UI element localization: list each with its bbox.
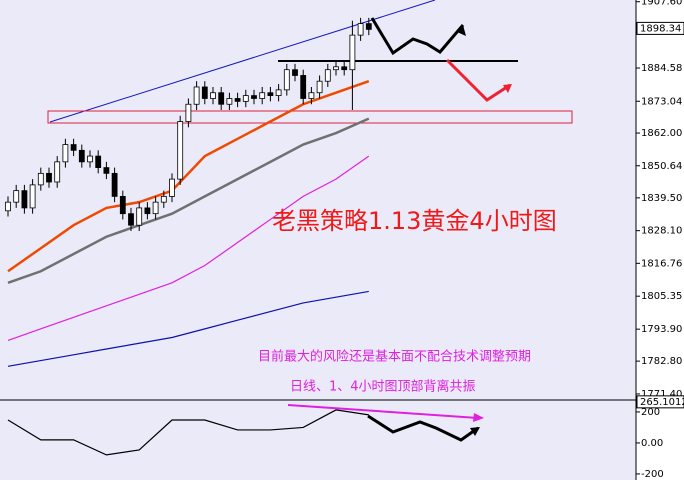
candle-body xyxy=(87,155,93,163)
candle-body xyxy=(234,98,241,102)
y-tick-label: 0.00 xyxy=(641,438,663,449)
candle-body xyxy=(292,69,298,76)
arrow-head xyxy=(470,427,480,436)
y-tick-label: 1793.90 xyxy=(641,324,682,335)
scenario-arrow xyxy=(445,58,511,102)
candle-body xyxy=(70,144,77,151)
candle-body xyxy=(341,66,348,71)
scenario-arrow xyxy=(370,17,465,56)
candle-body xyxy=(267,92,274,97)
candle-body xyxy=(152,201,159,215)
candle-body xyxy=(242,95,249,102)
candle-body xyxy=(119,196,126,215)
y-tick-label: 1782.80 xyxy=(641,356,682,367)
arrow-head xyxy=(457,25,466,36)
candle-body xyxy=(160,196,167,203)
candle-body xyxy=(193,86,200,105)
candle-body xyxy=(21,190,28,209)
candle-body xyxy=(324,69,331,82)
candle-body xyxy=(95,155,102,169)
series-layer xyxy=(5,17,372,456)
y-tick-label: 1805.35 xyxy=(641,291,682,302)
candle-body xyxy=(251,95,257,99)
candle-body xyxy=(283,69,290,91)
line xyxy=(7,409,369,456)
candle-body xyxy=(144,207,151,215)
candle-body xyxy=(128,213,134,226)
annotation: 日线、1、4小时图顶部背离共振 xyxy=(290,379,476,395)
candle-body xyxy=(111,172,118,197)
y-tick-label: -200 xyxy=(641,469,664,480)
candle-body xyxy=(210,92,216,99)
y-tick-label: 1816.76 xyxy=(641,258,682,269)
candle-body xyxy=(185,103,192,122)
candle-body xyxy=(62,144,69,163)
line xyxy=(7,117,370,284)
scenario-arrow xyxy=(367,414,479,442)
candle-body xyxy=(365,23,372,30)
y-tick-label: 1884.58 xyxy=(641,63,682,74)
candle-body xyxy=(300,75,307,99)
candle-body xyxy=(275,89,282,97)
candle-body xyxy=(5,201,11,212)
candle-body xyxy=(316,80,323,94)
divergence-arrow xyxy=(287,404,479,419)
candle-body xyxy=(308,92,315,99)
candle-body xyxy=(37,172,44,186)
arrow-head xyxy=(503,84,512,93)
line xyxy=(7,290,369,367)
candle-body xyxy=(13,190,20,203)
line xyxy=(7,80,370,273)
y-tick-label: 1828.10 xyxy=(641,226,682,237)
candle-body xyxy=(177,121,184,180)
current-label: 265.1012 xyxy=(640,397,684,408)
candle-body xyxy=(218,92,225,105)
candle-body xyxy=(54,161,61,183)
y-tick-label: 1907.60 xyxy=(641,0,682,8)
arrow-head xyxy=(473,413,484,422)
candle-body xyxy=(136,207,143,226)
current-box xyxy=(636,21,684,35)
candle-body xyxy=(169,178,175,197)
y-tick-label: 1850.64 xyxy=(641,161,682,172)
current-box xyxy=(636,395,684,409)
candle-body xyxy=(29,184,36,209)
chart-title: 老黑策略1.13黄金4小时图 xyxy=(272,207,557,235)
line xyxy=(7,155,370,341)
y-tick-label: 1873.04 xyxy=(641,96,682,107)
y-tick-label: 200 xyxy=(641,407,660,418)
candle-body xyxy=(201,86,208,99)
y-tick-label: 1839.50 xyxy=(641,193,682,204)
candle-body xyxy=(333,66,339,71)
candle-body xyxy=(349,34,356,71)
current-label: 1898.34 xyxy=(640,23,681,34)
candle-body xyxy=(103,167,110,174)
candle-body xyxy=(259,92,266,99)
candle-body xyxy=(78,149,85,163)
channel-line xyxy=(49,0,436,123)
candle-body xyxy=(46,172,52,183)
candle-body xyxy=(226,98,233,105)
annotation: 目前最大的风险还是基本面不配合技术调整预期 xyxy=(258,349,531,365)
candle-body xyxy=(357,23,364,36)
y-tick-label: 1771.40 xyxy=(641,389,682,400)
resistance-box xyxy=(47,110,573,124)
y-tick-label: 1862.00 xyxy=(641,128,682,139)
